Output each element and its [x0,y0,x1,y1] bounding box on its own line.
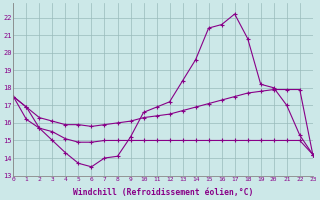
X-axis label: Windchill (Refroidissement éolien,°C): Windchill (Refroidissement éolien,°C) [73,188,253,197]
